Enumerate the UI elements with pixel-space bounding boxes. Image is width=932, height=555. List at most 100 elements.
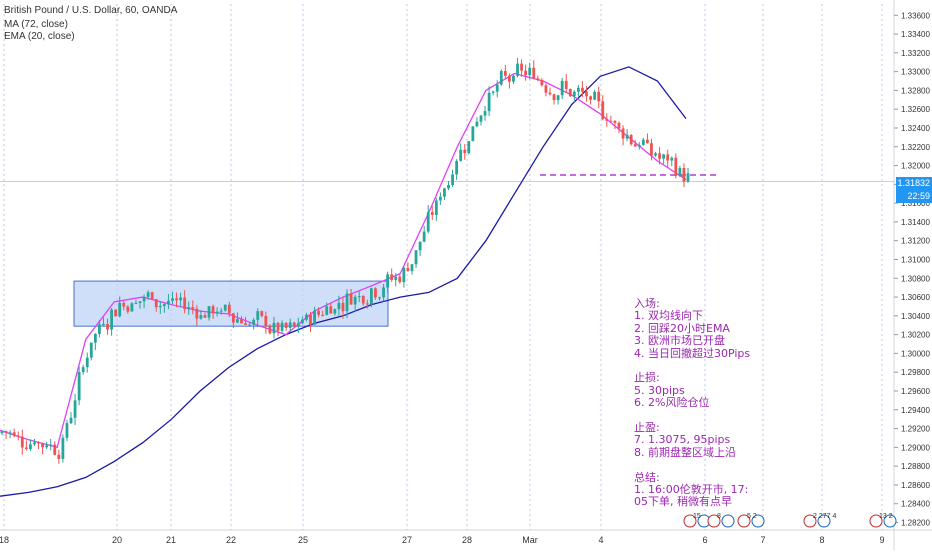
candle-body [581, 87, 584, 92]
candle-body [300, 319, 304, 324]
candle-body [187, 307, 191, 310]
event-flag-icon [737, 514, 751, 528]
candle-body [589, 96, 592, 100]
candle-body [102, 324, 105, 326]
candle-body [305, 314, 308, 320]
note-line: 7. 1.3075, 95pips [634, 433, 731, 447]
y-tick-label: 1.30000 [901, 349, 930, 358]
countdown-tag: 22:59 [896, 190, 932, 203]
candle-body [455, 160, 459, 175]
note-line: 2. 回踩20小时EMA [634, 321, 730, 335]
candle-body [264, 315, 268, 327]
candle-body [475, 121, 479, 127]
candle-body [49, 444, 53, 446]
y-tick-label: 1.32800 [901, 86, 930, 95]
y-tick-label: 1.30600 [901, 293, 930, 302]
symbol-title[interactable]: British Pound / U.S. Dollar, 60, OANDA [4, 5, 178, 16]
y-tick-label: 1.28400 [901, 500, 930, 509]
candle-body [162, 304, 166, 306]
candle-body [158, 305, 162, 308]
candle-body [402, 267, 406, 283]
candle-body [179, 297, 183, 301]
candle-body [236, 319, 239, 323]
candle-body [447, 185, 450, 189]
event-count-label: 15 [693, 513, 701, 520]
note-line: 05下单, 稍微有点早 [634, 495, 732, 509]
ma-indicator-label[interactable]: MA (72, close) [4, 19, 68, 30]
y-tick-label: 1.29600 [901, 387, 930, 396]
candle-body [495, 84, 499, 92]
candle-body [106, 324, 109, 330]
candle-body [4, 431, 8, 433]
x-tick-label: 25 [298, 535, 308, 545]
x-tick-label: 27 [402, 535, 412, 545]
y-tick-label: 1.33000 [901, 68, 930, 77]
candle-body [556, 95, 560, 101]
candle-body [138, 301, 142, 304]
candle-body [524, 70, 528, 76]
x-tick-label: 18 [0, 535, 9, 545]
x-tick-label: 21 [166, 535, 176, 545]
y-tick-label: 1.32200 [901, 143, 930, 152]
candle-body [654, 153, 657, 156]
x-tick-label: 6 [702, 535, 707, 545]
y-tick-label: 1.29200 [901, 425, 930, 434]
candle-body [24, 447, 28, 450]
candle-body [548, 92, 552, 95]
candle-body [288, 322, 292, 328]
y-tick-label: 1.29800 [901, 368, 930, 377]
candle-body [451, 174, 454, 186]
note-line [634, 459, 804, 471]
note-line: 总结: [634, 470, 660, 484]
candle-body [114, 309, 118, 317]
candle-body [89, 342, 93, 358]
y-tick-label: 1.33600 [901, 11, 930, 20]
candle-body [126, 306, 130, 312]
candle-body [629, 134, 633, 145]
candle-body [280, 322, 284, 331]
candle-body [605, 119, 609, 121]
event-flag-icon [721, 514, 735, 528]
candle-body [540, 80, 544, 86]
candle-body [150, 292, 154, 300]
candle-body [572, 91, 576, 97]
candle-body [365, 303, 369, 305]
event-flag-icon [803, 514, 817, 528]
candle-body [532, 67, 536, 79]
candle-body [37, 442, 40, 444]
candle-body [292, 322, 296, 327]
note-line: 5. 30pips [634, 383, 685, 397]
candle-body [585, 91, 588, 97]
y-tick-label: 1.28200 [901, 518, 930, 527]
candle-body [516, 63, 519, 76]
candle-body [361, 296, 365, 304]
candle-body [390, 274, 394, 280]
candle-body [459, 149, 463, 161]
candle-body [483, 111, 487, 116]
event-count-label: 2 277 4 [813, 513, 836, 520]
x-tick-label: 8 [819, 535, 824, 545]
candle-body [12, 432, 16, 436]
candle-body [414, 250, 418, 265]
candle-body [426, 212, 430, 232]
candle-body [29, 444, 32, 450]
candle-body [568, 88, 572, 97]
y-tick-label: 1.32000 [901, 162, 930, 171]
candle-body [394, 276, 398, 280]
candle-body [130, 303, 134, 312]
candle-body [122, 302, 126, 307]
candle-body [0, 431, 4, 434]
y-tick-label: 1.29400 [901, 406, 930, 415]
ema-indicator-label[interactable]: EMA (20, close) [4, 31, 75, 42]
candle-body [329, 306, 333, 314]
candle-body [268, 326, 272, 334]
x-tick-label: 28 [462, 535, 472, 545]
candle-body [81, 367, 85, 373]
candle-body [349, 293, 353, 305]
candle-body [499, 70, 503, 85]
note-line: 6. 2%风险仓位 [634, 396, 710, 410]
candle-body [625, 134, 629, 139]
candle-body [61, 437, 65, 459]
